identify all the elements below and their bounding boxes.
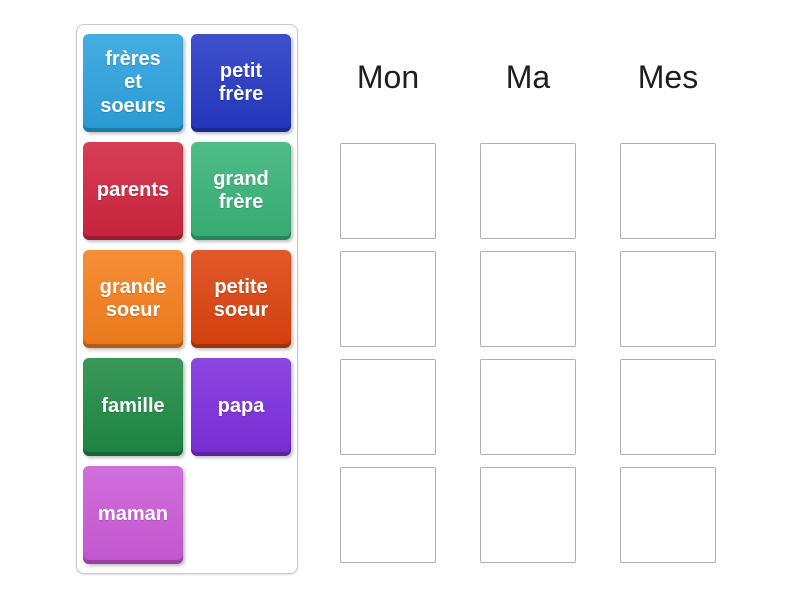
word-tile-grande-soeur[interactable]: grande soeur: [83, 250, 183, 348]
word-tile-maman[interactable]: maman: [83, 466, 183, 564]
drop-slot[interactable]: [340, 467, 436, 563]
drop-slot[interactable]: [620, 143, 716, 239]
drop-slot[interactable]: [340, 251, 436, 347]
word-tile-freres-et-soeurs[interactable]: frères et soeurs: [83, 34, 183, 132]
drop-slot[interactable]: [480, 359, 576, 455]
word-tile-famille[interactable]: famille: [83, 358, 183, 456]
group-header-ma: Ma: [505, 59, 551, 95]
drop-slot[interactable]: [480, 467, 576, 563]
drop-slot[interactable]: [620, 359, 716, 455]
drop-slot[interactable]: [620, 467, 716, 563]
group-header-mon: Mon: [356, 59, 420, 95]
slot-stack-mon: [340, 143, 436, 575]
word-tile-parents[interactable]: parents: [83, 142, 183, 240]
slot-stack-mes: [620, 143, 716, 575]
group-header-mes: Mes: [637, 59, 699, 95]
drop-slot[interactable]: [480, 143, 576, 239]
word-tile-papa[interactable]: papa: [191, 358, 291, 456]
group-column-ma: Ma: [480, 0, 576, 600]
word-tile-petite-soeur[interactable]: petite soeur: [191, 250, 291, 348]
word-tile-grand-frere[interactable]: grand frère: [191, 142, 291, 240]
drop-slot[interactable]: [340, 359, 436, 455]
word-bank-panel: frères et soeurs petit frère parents gra…: [76, 24, 298, 574]
drop-slot[interactable]: [620, 251, 716, 347]
drop-slot[interactable]: [480, 251, 576, 347]
word-tile-petit-frere[interactable]: petit frère: [191, 34, 291, 132]
drop-slot[interactable]: [340, 143, 436, 239]
group-column-mon: Mon: [340, 0, 436, 600]
slot-stack-ma: [480, 143, 576, 575]
group-column-mes: Mes: [620, 0, 716, 600]
